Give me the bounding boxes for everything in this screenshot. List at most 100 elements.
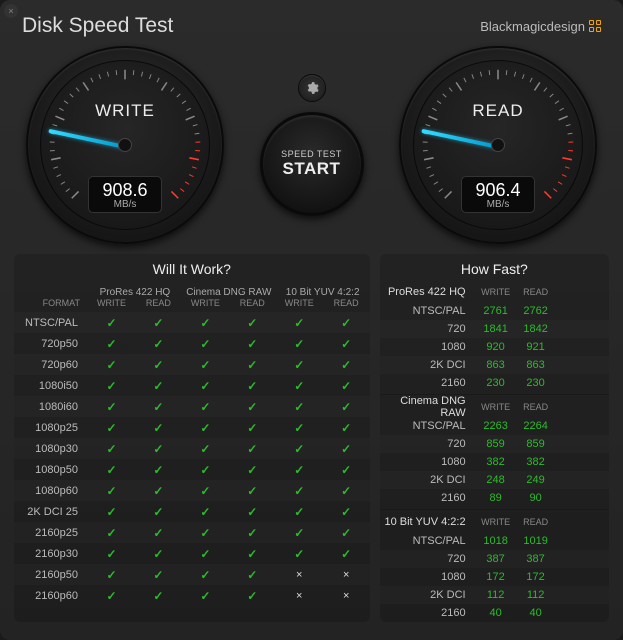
wiw-row: 2160p30✓✓✓✓✓✓ (14, 543, 370, 564)
hf-read-value: 90 (516, 492, 556, 504)
wiw-cell: ✓ (88, 589, 135, 603)
wiw-subheader: WRITE (182, 298, 229, 312)
hf-section-name: ProRes 422 HQ (380, 286, 476, 298)
wiw-subheader: WRITE (88, 298, 135, 312)
wiw-cell: ✓ (182, 421, 229, 435)
wiw-cell: ✓ (229, 484, 276, 498)
hf-read-value: 172 (516, 571, 556, 583)
wiw-cell: ✓ (182, 358, 229, 372)
check-icon: ✓ (153, 400, 163, 414)
wiw-cell: ✓ (276, 463, 323, 477)
hf-col-read: READ (516, 517, 556, 527)
settings-button[interactable] (298, 74, 326, 102)
hf-row: 2160 230 230 (380, 374, 609, 392)
check-icon: ✓ (153, 505, 163, 519)
app-title: Disk Speed Test (22, 14, 173, 38)
wiw-cell: × (323, 569, 370, 581)
will-it-work-body: NTSC/PAL✓✓✓✓✓✓720p50✓✓✓✓✓✓720p60✓✓✓✓✓✓10… (14, 312, 370, 606)
check-icon: ✓ (247, 547, 257, 561)
wiw-cell: ✓ (135, 484, 182, 498)
wiw-cell: ✓ (229, 547, 276, 561)
wiw-cell: ✓ (135, 421, 182, 435)
check-icon: ✓ (247, 484, 257, 498)
hf-row-label: 1080 (380, 571, 476, 583)
hf-row: 1080 920 921 (380, 338, 609, 356)
start-line1: SPEED TEST (281, 149, 342, 159)
check-icon: ✓ (247, 400, 257, 414)
wiw-cell: ✓ (323, 337, 370, 351)
wiw-cell: ✓ (229, 400, 276, 414)
start-button[interactable]: SPEED TEST START (260, 112, 364, 216)
check-icon: ✓ (106, 421, 116, 435)
check-icon: ✓ (294, 505, 304, 519)
hf-section-header: 10 Bit YUV 4:2:2 WRITE READ (380, 512, 609, 532)
hf-read-value: 921 (516, 341, 556, 353)
wiw-cell: ✓ (88, 421, 135, 435)
wiw-cell: ✓ (88, 316, 135, 330)
hf-read-value: 863 (516, 359, 556, 371)
wiw-cell: ✓ (229, 358, 276, 372)
wiw-cell: ✓ (135, 379, 182, 393)
check-icon: ✓ (294, 547, 304, 561)
wiw-cell: ✓ (88, 463, 135, 477)
check-icon: ✓ (341, 316, 351, 330)
wiw-row: 2160p50✓✓✓✓×× (14, 564, 370, 585)
wiw-cell: ✓ (135, 337, 182, 351)
check-icon: ✓ (247, 526, 257, 540)
gear-icon (305, 81, 319, 95)
wiw-row: 1080p60✓✓✓✓✓✓ (14, 480, 370, 501)
wiw-cell: ✓ (229, 526, 276, 540)
check-icon: ✓ (247, 463, 257, 477)
wiw-row: 2K DCI 25✓✓✓✓✓✓ (14, 501, 370, 522)
wiw-cell: ✓ (323, 484, 370, 498)
wiw-cell: ✓ (135, 589, 182, 603)
hf-read-value: 859 (516, 438, 556, 450)
wiw-cell: ✓ (276, 379, 323, 393)
check-icon: ✓ (247, 337, 257, 351)
check-icon: ✓ (294, 421, 304, 435)
wiw-cell: ✓ (182, 568, 229, 582)
wiw-row: NTSC/PAL✓✓✓✓✓✓ (14, 312, 370, 333)
check-icon: ✓ (294, 400, 304, 414)
hf-row: 2K DCI 863 863 (380, 356, 609, 374)
check-icon: ✓ (247, 316, 257, 330)
check-icon: ✓ (200, 400, 210, 414)
check-icon: ✓ (153, 589, 163, 603)
hf-row-label: 2K DCI (380, 359, 476, 371)
check-icon: ✓ (341, 400, 351, 414)
check-icon: ✓ (294, 526, 304, 540)
hf-write-value: 112 (476, 589, 516, 601)
close-button[interactable]: × (4, 4, 18, 18)
hf-write-value: 172 (476, 571, 516, 583)
check-icon: ✓ (200, 463, 210, 477)
wiw-cell: ✓ (229, 442, 276, 456)
hf-write-value: 863 (476, 359, 516, 371)
check-icon: ✓ (153, 379, 163, 393)
wiw-row: 1080i60✓✓✓✓✓✓ (14, 396, 370, 417)
read-hub (491, 138, 505, 152)
check-icon: ✓ (200, 316, 210, 330)
hf-row: 720 859 859 (380, 435, 609, 453)
hf-section-name: 10 Bit YUV 4:2:2 (380, 516, 476, 528)
brand-logo-icon (589, 20, 601, 32)
will-it-work-title: Will It Work? (14, 254, 370, 282)
wiw-cell: ✓ (135, 442, 182, 456)
hf-write-value: 89 (476, 492, 516, 504)
wiw-cell: ✓ (276, 547, 323, 561)
hf-section-name: Cinema DNG RAW (380, 395, 476, 419)
hf-read-value: 40 (516, 607, 556, 619)
cross-icon: × (296, 590, 302, 602)
wiw-cell: ✓ (276, 442, 323, 456)
check-icon: ✓ (200, 379, 210, 393)
hf-row: 720 387 387 (380, 550, 609, 568)
wiw-cell: ✓ (276, 316, 323, 330)
wiw-cell: ✓ (323, 379, 370, 393)
header: Disk Speed Test Blackmagicdesign (0, 0, 623, 46)
wiw-row: 720p50✓✓✓✓✓✓ (14, 333, 370, 354)
hf-row-label: NTSC/PAL (380, 420, 476, 432)
wiw-cell: ✓ (276, 505, 323, 519)
check-icon: ✓ (153, 568, 163, 582)
wiw-cell: ✓ (323, 463, 370, 477)
check-icon: ✓ (341, 484, 351, 498)
wiw-cell: ✓ (229, 421, 276, 435)
